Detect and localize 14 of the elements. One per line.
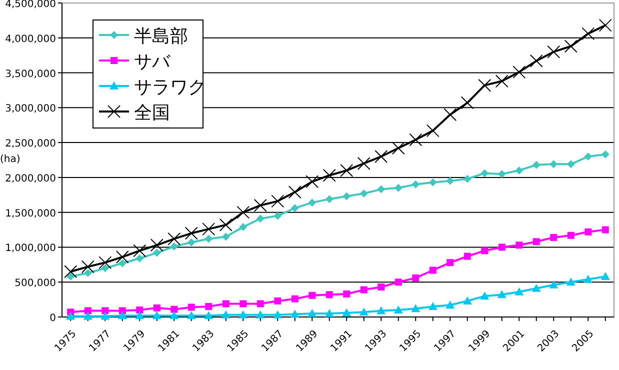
y-tick-label: 500,000 bbox=[14, 278, 56, 290]
y-tick-label: 1,000,000 bbox=[5, 243, 56, 254]
y-tick-label: 2,000,000 bbox=[5, 173, 56, 184]
y-tick-label: 3,500,000 bbox=[5, 68, 56, 80]
y-tick-label: 0 bbox=[50, 313, 56, 324]
y-tick-label: 1,500,000 bbox=[5, 208, 56, 220]
y-axis-title: (ha) bbox=[0, 154, 20, 165]
legend-label: サラワク bbox=[134, 77, 206, 98]
legend-label: 半島部 bbox=[134, 26, 188, 47]
y-tick-label: 2,500,000 bbox=[5, 138, 56, 150]
legend-label: 全国 bbox=[134, 102, 170, 124]
legend-label: サバ bbox=[134, 52, 171, 72]
y-tick-label: 4,000,000 bbox=[5, 34, 56, 45]
y-tick-label: 3,000,000 bbox=[5, 104, 56, 115]
